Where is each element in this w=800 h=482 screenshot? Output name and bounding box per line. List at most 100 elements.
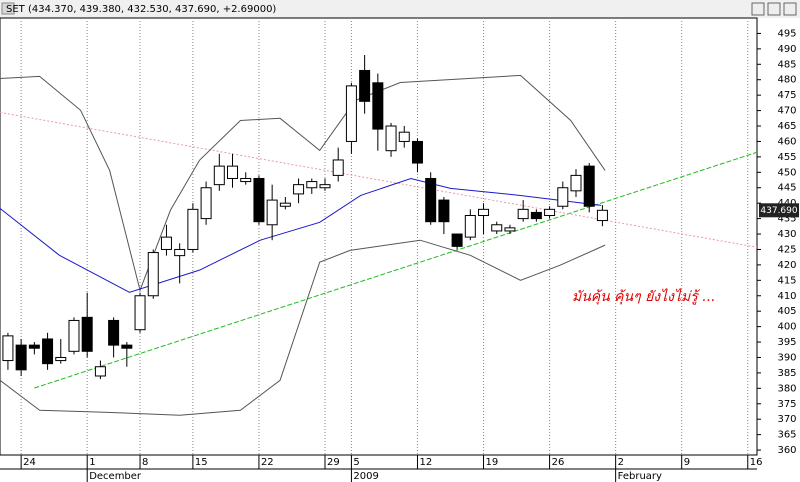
x-tick-label: 24 bbox=[23, 457, 36, 468]
candle-body bbox=[213, 165, 225, 186]
candle-body bbox=[293, 184, 305, 195]
candle-body bbox=[55, 356, 67, 362]
x-tick-label: 12 bbox=[419, 457, 432, 468]
candle-body bbox=[108, 319, 120, 346]
candle-body bbox=[134, 295, 146, 331]
candle-body bbox=[411, 140, 423, 164]
y-tick-label: 375 bbox=[777, 399, 796, 410]
y-tick-label: 390 bbox=[777, 352, 796, 363]
candle-body bbox=[332, 159, 344, 176]
indicator-line bbox=[0, 74, 606, 292]
x-tick-label: 9 bbox=[684, 457, 690, 468]
price-tag-box bbox=[759, 203, 799, 218]
y-tick-label: 465 bbox=[777, 121, 796, 132]
candle-body bbox=[557, 187, 569, 207]
y-tick-label: 365 bbox=[777, 430, 796, 441]
y-tick-label: 485 bbox=[777, 59, 796, 70]
candle-body bbox=[504, 227, 516, 232]
header-bar bbox=[0, 0, 800, 18]
candle-body bbox=[2, 335, 14, 362]
y-tick-label: 370 bbox=[777, 414, 796, 425]
candle-body bbox=[306, 181, 318, 189]
y-tick-label: 435 bbox=[777, 214, 796, 225]
candle-body bbox=[147, 252, 159, 297]
candle-body bbox=[160, 236, 172, 250]
candle-body bbox=[425, 177, 437, 223]
candle-body bbox=[81, 316, 93, 352]
period-label: February bbox=[618, 471, 662, 482]
candle-body bbox=[372, 82, 384, 130]
y-tick-label: 475 bbox=[777, 90, 796, 101]
candle-body bbox=[94, 366, 106, 377]
x-tick-label: 15 bbox=[195, 457, 208, 468]
y-tick-label: 415 bbox=[777, 275, 796, 286]
period-label: December bbox=[89, 471, 142, 482]
y-tick-label: 395 bbox=[777, 337, 796, 348]
period-label: 2009 bbox=[353, 471, 378, 482]
candle-body bbox=[319, 184, 331, 189]
trendline bbox=[0, 111, 758, 248]
icon bbox=[1, 2, 15, 15]
candle-body bbox=[266, 199, 278, 226]
y-tick-label: 405 bbox=[777, 306, 796, 317]
close-button[interactable] bbox=[783, 2, 797, 16]
candle-body bbox=[279, 202, 291, 207]
y-tick-label: 400 bbox=[777, 322, 796, 333]
candle-body bbox=[345, 85, 357, 142]
x-tick-label: 1 bbox=[89, 457, 95, 468]
candle-body bbox=[200, 187, 212, 220]
candle-body bbox=[187, 208, 199, 250]
y-tick-label: 410 bbox=[777, 291, 796, 302]
candle-body bbox=[28, 344, 40, 349]
candle-body bbox=[570, 174, 582, 192]
x-tick-label: 19 bbox=[486, 457, 499, 468]
candle-body bbox=[42, 338, 54, 365]
candle-body bbox=[68, 319, 80, 352]
candle-body bbox=[464, 215, 476, 238]
y-tick-label: 430 bbox=[777, 229, 796, 240]
indicator-line bbox=[0, 177, 602, 293]
y-tick-label: 480 bbox=[777, 75, 796, 86]
candle-body bbox=[596, 209, 608, 222]
y-tick-label: 460 bbox=[777, 136, 796, 147]
restore-button[interactable] bbox=[767, 2, 781, 16]
candle-body bbox=[253, 177, 265, 223]
y-tick-label: 495 bbox=[777, 28, 796, 39]
candle-body bbox=[385, 125, 397, 152]
x-tick-label: 29 bbox=[327, 457, 340, 468]
x-tick-label: 8 bbox=[142, 457, 148, 468]
candle-body bbox=[438, 199, 450, 223]
scroll-button[interactable] bbox=[751, 2, 765, 16]
candle-body bbox=[240, 177, 252, 183]
annotation: มันคุ้น คุ้นๆ ยังไงไม่รู้ ... bbox=[572, 288, 716, 305]
price-tag: 437.690 bbox=[760, 206, 797, 216]
y-tick-label: 455 bbox=[777, 152, 796, 163]
candle-body bbox=[583, 165, 595, 207]
y-tick-label: 425 bbox=[777, 244, 796, 255]
candle-body bbox=[121, 344, 133, 349]
candle-body bbox=[359, 69, 371, 102]
candle-body bbox=[478, 208, 490, 217]
candle-body bbox=[398, 131, 410, 142]
y-tick-label: 385 bbox=[777, 368, 796, 379]
x-tick-label: 26 bbox=[552, 457, 565, 468]
x-tick-label: 16 bbox=[750, 457, 763, 468]
candle-body bbox=[544, 208, 556, 217]
indicator-line bbox=[0, 239, 606, 416]
candle-body bbox=[530, 211, 542, 220]
y-tick-label: 450 bbox=[777, 167, 796, 178]
candle-body bbox=[517, 208, 529, 220]
y-tick-label: 380 bbox=[777, 383, 796, 394]
x-tick-label: 2 bbox=[618, 457, 624, 468]
y-tick-label: 445 bbox=[777, 183, 796, 194]
y-tick-label: 490 bbox=[777, 44, 796, 55]
y-tick-label: 360 bbox=[777, 445, 796, 456]
y-tick-label: 420 bbox=[777, 260, 796, 271]
trendline bbox=[34, 151, 758, 389]
candle-body bbox=[227, 165, 239, 179]
candle-body bbox=[491, 224, 503, 232]
candle-body bbox=[15, 344, 27, 371]
candle-body bbox=[451, 233, 463, 247]
x-tick-label: 22 bbox=[261, 457, 274, 468]
